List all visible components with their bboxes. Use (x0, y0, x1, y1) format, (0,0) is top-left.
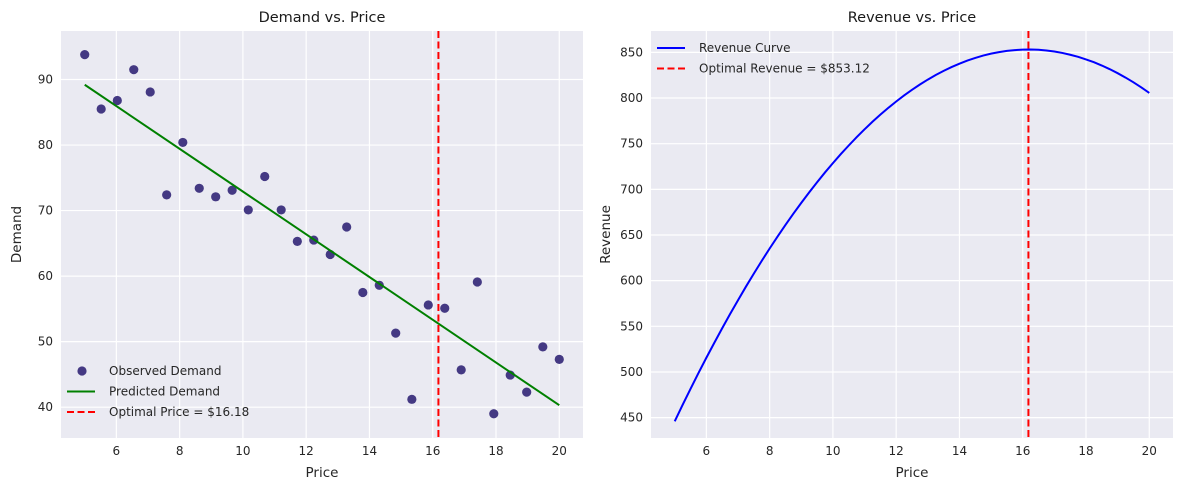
scatter-point (227, 185, 237, 195)
y-tick-label: 90 (38, 72, 53, 86)
x-tick-label: 18 (1078, 444, 1093, 458)
y-tick-label: 600 (620, 274, 643, 288)
scatter-point (456, 365, 466, 375)
y-tick-label: 550 (620, 319, 643, 333)
scatter-point (145, 87, 155, 97)
demand-chart-panel: 6 8 10 12 14 16 18 20 40 50 60 70 80 90 Price Demand Dem… (9, 10, 583, 481)
scatter-point (112, 95, 122, 106)
chart-title: Demand vs. Price (259, 10, 386, 26)
x-tick-label: 16 (425, 444, 440, 458)
scatter-point (358, 287, 368, 298)
legend: Observed Demand Predicted Demand Optimal P… (67, 364, 249, 419)
y-tick-label: 750 (620, 137, 643, 151)
predicted-demand-line (84, 83, 560, 407)
legend-label: Predicted Demand (109, 385, 220, 399)
x-tick-label: 8 (176, 444, 184, 458)
x-tick-label: 20 (1142, 444, 1157, 458)
scatter-point (489, 409, 499, 419)
scatter-point (472, 277, 482, 287)
revenue-curve-line (673, 48, 1150, 422)
scatter-point (211, 192, 221, 202)
scatter-point (80, 49, 90, 60)
x-tick-label: 8 (766, 444, 774, 458)
x-tick-label: 6 (703, 444, 711, 458)
y-tick-label: 450 (620, 411, 643, 425)
y-tick-label: 40 (38, 400, 53, 414)
y-axis-title: Revenue (598, 205, 614, 264)
x-tick-label: 14 (952, 444, 967, 458)
y-axis-title: Demand (9, 206, 25, 263)
y-tick-label: 80 (38, 138, 53, 152)
scatter-point (96, 104, 106, 114)
scatter-point (440, 303, 450, 313)
scatter-point (194, 183, 204, 193)
scatter-point (554, 354, 564, 364)
y-tick-label: 500 (620, 365, 643, 379)
scatter-point (129, 65, 139, 75)
x-tick-label: 18 (488, 444, 503, 458)
scatter-point (423, 300, 433, 310)
revenue-chart-panel: 6 8 10 12 14 16 18 20 450 500 550 600 650 700 750 800 85… (598, 10, 1173, 481)
scatter-point (538, 342, 548, 352)
scatter-point (407, 394, 417, 404)
y-tick-label: 650 (620, 228, 643, 242)
legend-label: Revenue Curve (699, 41, 790, 55)
y-tick-label: 50 (38, 335, 53, 349)
y-tick-label: 70 (38, 204, 53, 218)
x-tick-label: 16 (1015, 444, 1030, 458)
x-tick-label: 12 (889, 444, 904, 458)
y-tick-label: 850 (620, 45, 643, 59)
y-tick-label: 700 (620, 182, 643, 196)
x-axis-title: Price (306, 465, 339, 481)
legend-label: Observed Demand (109, 364, 221, 378)
scatter-point (342, 222, 352, 232)
x-tick-label: 20 (552, 444, 567, 458)
y-tick-label: 60 (38, 269, 53, 283)
legend-label: Optimal Revenue = $853.12 (699, 62, 870, 76)
scatter-point (522, 387, 532, 397)
scatter-point (276, 205, 286, 215)
scatter-point (260, 171, 270, 182)
x-tick-label: 10 (235, 444, 250, 458)
scatter-point (391, 328, 401, 338)
x-tick-label: 14 (362, 444, 377, 458)
legend-label: Optimal Price = $16.18 (109, 405, 249, 419)
scatter-point (162, 190, 172, 200)
scatter-point (178, 137, 188, 148)
data-layer (80, 31, 564, 438)
x-tick-label: 12 (299, 444, 314, 458)
data-layer (673, 31, 1150, 438)
y-tick-label: 800 (620, 91, 643, 105)
x-tick-label: 10 (825, 444, 840, 458)
x-tick-label: 6 (113, 444, 121, 458)
chart-title: Revenue vs. Price (848, 10, 977, 26)
legend-marker (77, 366, 87, 376)
scatter-point (243, 205, 253, 215)
x-axis-title: Price (896, 465, 929, 481)
legend: Revenue Curve Optimal Revenue = $853.12 (657, 41, 870, 76)
scatter-point (292, 236, 302, 246)
